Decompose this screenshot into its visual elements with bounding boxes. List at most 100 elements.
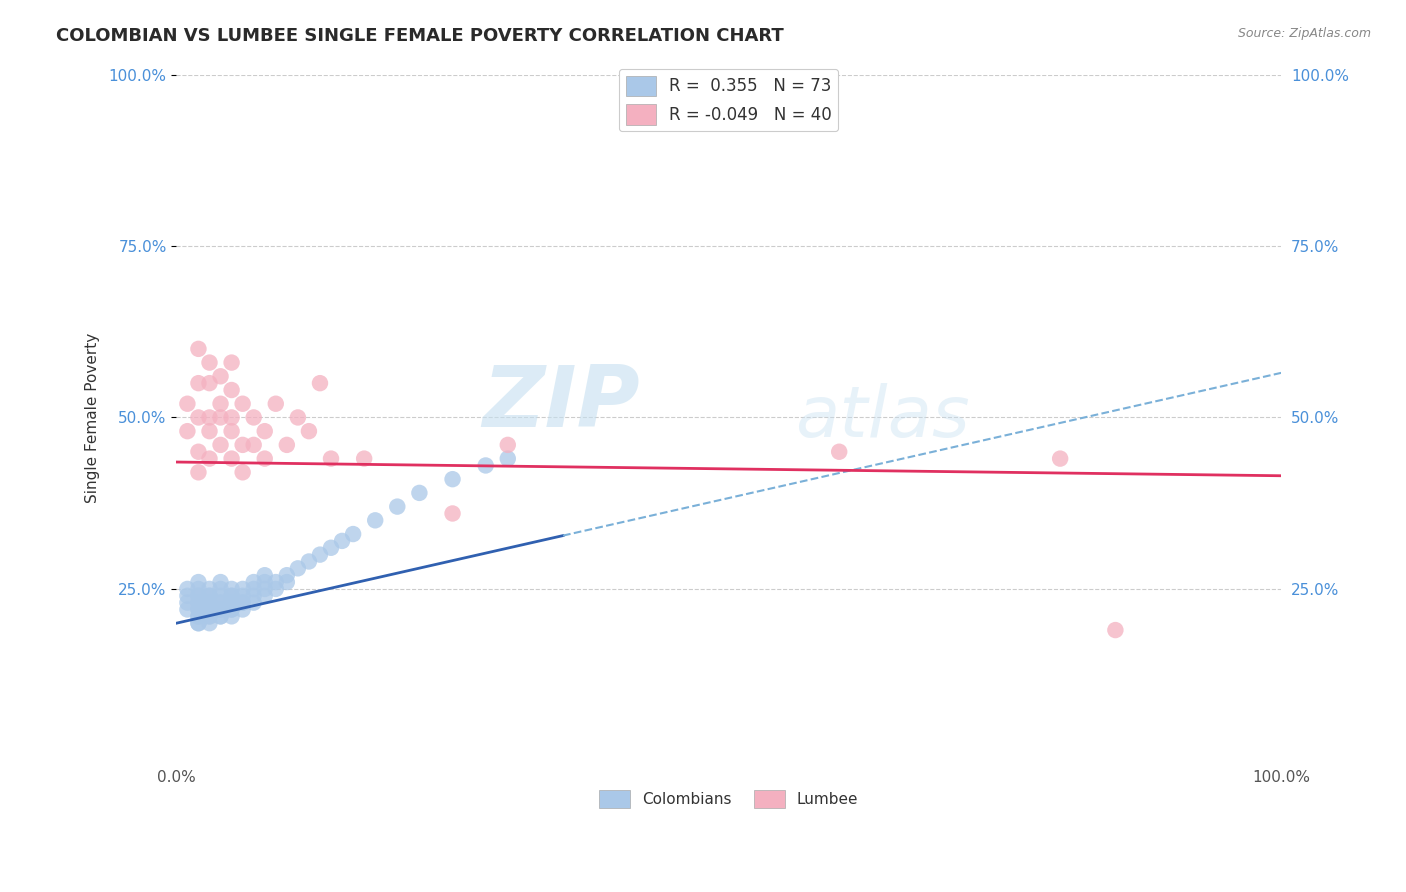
Point — [198, 589, 221, 603]
Point — [319, 541, 342, 555]
Point — [330, 533, 353, 548]
Point — [209, 575, 232, 590]
Point — [221, 424, 243, 438]
Point — [387, 500, 409, 514]
Point — [221, 596, 243, 610]
Point — [187, 466, 209, 480]
Point — [198, 596, 221, 610]
Point — [232, 466, 254, 480]
Point — [242, 589, 264, 603]
Point — [221, 602, 243, 616]
Point — [187, 444, 209, 458]
Point — [232, 438, 254, 452]
Point — [298, 424, 321, 438]
Point — [176, 589, 198, 603]
Point — [187, 609, 209, 624]
Point — [187, 589, 209, 603]
Point — [198, 609, 221, 624]
Point — [232, 397, 254, 411]
Point — [209, 602, 232, 616]
Point — [187, 616, 209, 631]
Point — [441, 472, 464, 486]
Point — [828, 444, 851, 458]
Point — [198, 616, 221, 631]
Point — [209, 609, 232, 624]
Point — [232, 602, 254, 616]
Point — [1104, 623, 1126, 637]
Point — [276, 438, 298, 452]
Point — [253, 451, 276, 466]
Point — [187, 410, 209, 425]
Point — [198, 451, 221, 466]
Point — [232, 596, 254, 610]
Point — [187, 342, 209, 356]
Point — [264, 575, 287, 590]
Point — [319, 451, 342, 466]
Point — [198, 410, 221, 425]
Point — [209, 602, 232, 616]
Point — [298, 554, 321, 568]
Point — [209, 410, 232, 425]
Point — [209, 596, 232, 610]
Text: COLOMBIAN VS LUMBEE SINGLE FEMALE POVERTY CORRELATION CHART: COLOMBIAN VS LUMBEE SINGLE FEMALE POVERT… — [56, 27, 785, 45]
Point — [209, 582, 232, 596]
Point — [496, 438, 519, 452]
Point — [198, 376, 221, 391]
Point — [232, 582, 254, 596]
Point — [232, 589, 254, 603]
Point — [353, 451, 375, 466]
Point — [221, 355, 243, 369]
Point — [187, 582, 209, 596]
Point — [221, 383, 243, 397]
Point — [232, 596, 254, 610]
Point — [276, 568, 298, 582]
Point — [221, 589, 243, 603]
Point — [187, 589, 209, 603]
Point — [187, 575, 209, 590]
Point — [221, 596, 243, 610]
Point — [253, 575, 276, 590]
Point — [187, 596, 209, 610]
Text: Source: ZipAtlas.com: Source: ZipAtlas.com — [1237, 27, 1371, 40]
Point — [187, 376, 209, 391]
Point — [187, 602, 209, 616]
Point — [198, 582, 221, 596]
Point — [198, 596, 221, 610]
Point — [221, 582, 243, 596]
Point — [276, 575, 298, 590]
Point — [474, 458, 496, 473]
Point — [209, 397, 232, 411]
Y-axis label: Single Female Poverty: Single Female Poverty — [86, 333, 100, 502]
Point — [198, 609, 221, 624]
Point — [441, 507, 464, 521]
Point — [364, 513, 387, 527]
Point — [309, 376, 332, 391]
Point — [221, 589, 243, 603]
Point — [253, 424, 276, 438]
Point — [176, 424, 198, 438]
Point — [198, 424, 221, 438]
Point — [187, 602, 209, 616]
Point — [242, 582, 264, 596]
Point — [221, 609, 243, 624]
Point — [176, 397, 198, 411]
Point — [209, 438, 232, 452]
Point — [176, 582, 198, 596]
Point — [209, 369, 232, 384]
Point — [253, 568, 276, 582]
Point — [264, 582, 287, 596]
Point — [187, 609, 209, 624]
Point — [408, 486, 430, 500]
Point — [209, 596, 232, 610]
Point — [253, 582, 276, 596]
Point — [242, 410, 264, 425]
Text: ZIP: ZIP — [482, 362, 640, 445]
Point — [309, 548, 332, 562]
Point — [198, 355, 221, 369]
Point — [287, 561, 309, 575]
Point — [264, 397, 287, 411]
Point — [287, 410, 309, 425]
Point — [342, 527, 364, 541]
Point — [496, 451, 519, 466]
Legend: Colombians, Lumbee: Colombians, Lumbee — [593, 783, 865, 814]
